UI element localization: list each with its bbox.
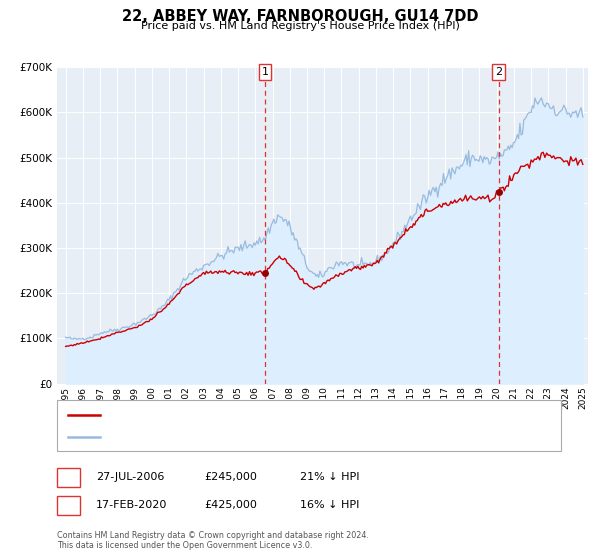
- Text: Price paid vs. HM Land Registry's House Price Index (HPI): Price paid vs. HM Land Registry's House …: [140, 21, 460, 31]
- Text: 22, ABBEY WAY, FARNBOROUGH, GU14 7DD: 22, ABBEY WAY, FARNBOROUGH, GU14 7DD: [122, 9, 478, 24]
- Text: 16% ↓ HPI: 16% ↓ HPI: [300, 500, 359, 510]
- Text: 17-FEB-2020: 17-FEB-2020: [96, 500, 167, 510]
- Text: £425,000: £425,000: [204, 500, 257, 510]
- Text: 22, ABBEY WAY, FARNBOROUGH, GU14 7DD (detached house): 22, ABBEY WAY, FARNBOROUGH, GU14 7DD (de…: [106, 409, 417, 419]
- Text: 2: 2: [495, 67, 502, 77]
- Text: HPI: Average price, detached house, Rushmoor: HPI: Average price, detached house, Rush…: [106, 432, 341, 442]
- Text: 1: 1: [65, 470, 72, 484]
- Text: 27-JUL-2006: 27-JUL-2006: [96, 472, 164, 482]
- Text: £245,000: £245,000: [204, 472, 257, 482]
- Text: 1: 1: [262, 67, 269, 77]
- Text: 21% ↓ HPI: 21% ↓ HPI: [300, 472, 359, 482]
- Text: Contains HM Land Registry data © Crown copyright and database right 2024.
This d: Contains HM Land Registry data © Crown c…: [57, 530, 369, 550]
- Text: 2: 2: [65, 498, 72, 512]
